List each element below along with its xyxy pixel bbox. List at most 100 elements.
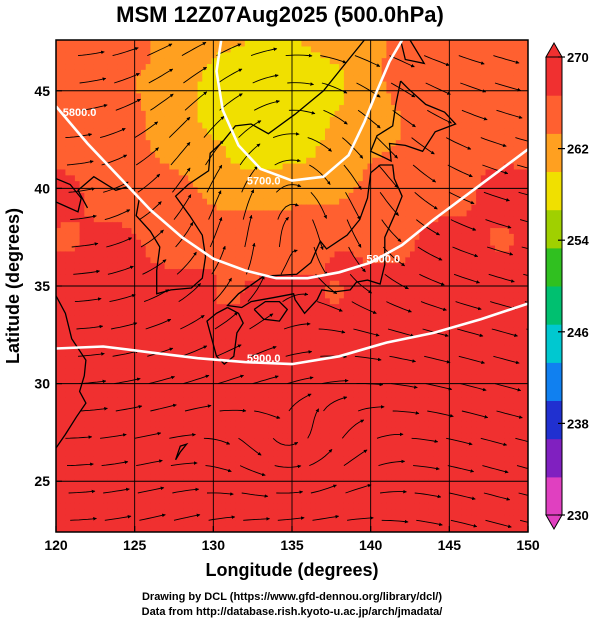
- field-cell: [169, 485, 175, 492]
- field-cell: [320, 51, 326, 59]
- field-cell: [320, 215, 326, 223]
- field-cell: [325, 438, 331, 445]
- field-cell: [79, 98, 85, 106]
- field-cell: [131, 69, 137, 76]
- field-cell: [93, 69, 100, 76]
- field-cell: [221, 461, 227, 469]
- field-cell: [188, 139, 194, 147]
- field-cell: [126, 145, 133, 152]
- field-cell: [150, 321, 156, 328]
- field-cell: [221, 198, 227, 205]
- field-cell: [84, 256, 90, 264]
- field-cell: [277, 239, 284, 246]
- field-cell: [315, 63, 321, 70]
- field-cell: [112, 75, 118, 82]
- field-cell: [126, 414, 133, 422]
- field-cell: [320, 391, 326, 398]
- field-cell: [202, 239, 208, 246]
- field-cell: [197, 239, 203, 246]
- field-cell: [122, 221, 128, 229]
- field-cell: [89, 473, 95, 480]
- field-cell: [84, 397, 90, 404]
- field-cell: [301, 233, 307, 240]
- field-cell: [103, 450, 109, 457]
- field-cell: [174, 174, 180, 182]
- field-cell: [178, 368, 185, 375]
- field-cell: [174, 227, 180, 234]
- field-cell: [150, 409, 156, 416]
- field-cell: [70, 444, 76, 451]
- field-cell: [320, 297, 326, 305]
- field-cell: [126, 379, 133, 387]
- field-cell: [207, 221, 213, 229]
- field-cell: [103, 256, 109, 264]
- field-cell: [74, 455, 81, 463]
- field-cell: [131, 473, 137, 480]
- field-cell: [65, 508, 71, 516]
- field-cell: [235, 63, 241, 70]
- field-cell: [164, 204, 170, 211]
- field-cell: [98, 233, 104, 240]
- field-cell: [273, 461, 279, 469]
- field-cell: [145, 274, 152, 281]
- field-cell: [117, 297, 123, 305]
- field-cell: [273, 198, 279, 205]
- field-cell: [301, 432, 307, 439]
- field-cell: [306, 122, 312, 129]
- field-cell: [329, 385, 336, 393]
- field-cell: [98, 75, 104, 82]
- field-cell: [126, 450, 133, 457]
- field-cell: [235, 473, 241, 480]
- field-cell: [126, 174, 133, 182]
- field-cell: [131, 356, 137, 363]
- field-cell: [244, 397, 251, 404]
- field-cell: [122, 274, 128, 281]
- field-cell: [192, 122, 199, 129]
- field-cell: [112, 467, 118, 475]
- field-cell: [136, 450, 142, 457]
- field-cell: [188, 496, 194, 504]
- field-cell: [150, 473, 156, 480]
- field-cell: [244, 168, 251, 176]
- field-cell: [141, 414, 147, 422]
- field-cell: [136, 520, 142, 527]
- field-cell: [216, 344, 222, 352]
- field-cell: [74, 397, 81, 404]
- field-cell: [84, 151, 90, 158]
- field-cell: [301, 450, 307, 457]
- field-cell: [131, 379, 137, 387]
- field-cell: [107, 526, 114, 532]
- field-cell: [268, 332, 274, 340]
- field-cell: [268, 204, 274, 211]
- field-cell: [136, 157, 142, 164]
- field-cell: [292, 280, 298, 287]
- field-cell: [159, 379, 166, 387]
- field-cell: [159, 514, 166, 521]
- field-cell: [74, 245, 81, 252]
- field-cell: [159, 450, 166, 457]
- field-cell: [325, 151, 331, 158]
- field-cell: [145, 397, 152, 404]
- field-cell: [112, 180, 118, 188]
- field-cell: [325, 227, 331, 234]
- field-cell: [178, 350, 185, 357]
- field-cell: [84, 409, 90, 416]
- field-cell: [225, 145, 232, 152]
- field-cell: [225, 350, 232, 357]
- field-cell: [325, 274, 331, 281]
- field-cell: [244, 227, 251, 234]
- field-cell: [79, 514, 85, 521]
- field-cell: [273, 81, 279, 88]
- field-cell: [287, 192, 293, 199]
- field-cell: [79, 63, 85, 70]
- field-cell: [249, 81, 255, 88]
- field-cell: [188, 268, 194, 275]
- field-cell: [84, 491, 90, 498]
- field-cell: [287, 69, 293, 76]
- field-cell: [131, 315, 137, 322]
- field-cell: [320, 379, 326, 387]
- field-cell: [98, 250, 104, 258]
- field-cell: [159, 426, 166, 434]
- field-cell: [145, 104, 152, 111]
- field-cell: [112, 368, 118, 375]
